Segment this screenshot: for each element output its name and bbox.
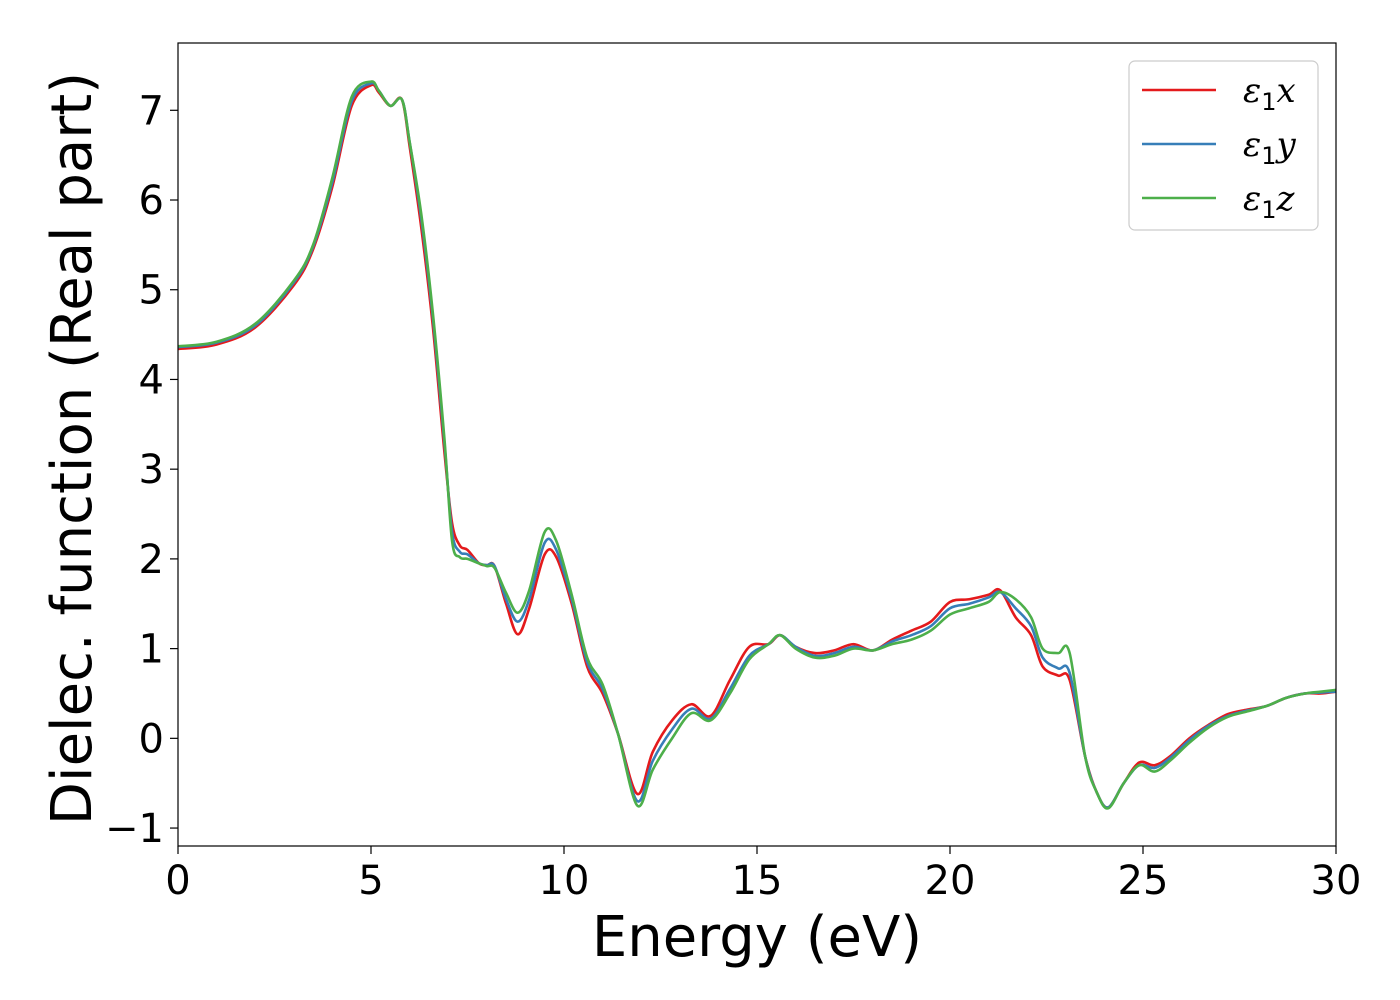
x-tick-label: 5 <box>358 858 383 904</box>
legend-box <box>1128 60 1319 231</box>
y-tick-label: 5 <box>139 268 164 314</box>
x-axis-label: Energy (eV) <box>592 905 922 970</box>
y-tick-label: 4 <box>139 357 164 403</box>
y-tick-label: 6 <box>139 178 164 224</box>
x-tick-label: 30 <box>1311 858 1362 904</box>
y-tick-label: 3 <box>139 447 164 493</box>
x-tick-label: 10 <box>539 858 590 904</box>
legend-label-x: ε1x <box>1243 71 1296 116</box>
legend-label-z: ε1z <box>1243 179 1296 224</box>
x-tick-label: 25 <box>1118 858 1169 904</box>
x-tick-label: 20 <box>925 858 976 904</box>
series-line-z <box>178 80 1336 810</box>
x-tick-label: 0 <box>165 858 190 904</box>
y-tick-label: 0 <box>139 716 164 762</box>
x-tick-label: 15 <box>732 858 783 904</box>
y-axis-label: Dielec. function (Real part) <box>40 72 105 825</box>
y-tick-label: 7 <box>139 88 164 134</box>
plot-frame <box>177 42 1337 847</box>
y-tick-label: 1 <box>139 627 164 673</box>
legend: ε1x ε1y ε1z <box>1128 60 1319 231</box>
y-tick-label: 2 <box>139 537 164 583</box>
legend-label-y: ε1y <box>1243 125 1297 170</box>
y-tick-label: −1 <box>105 806 164 852</box>
series-layer <box>178 80 1336 810</box>
